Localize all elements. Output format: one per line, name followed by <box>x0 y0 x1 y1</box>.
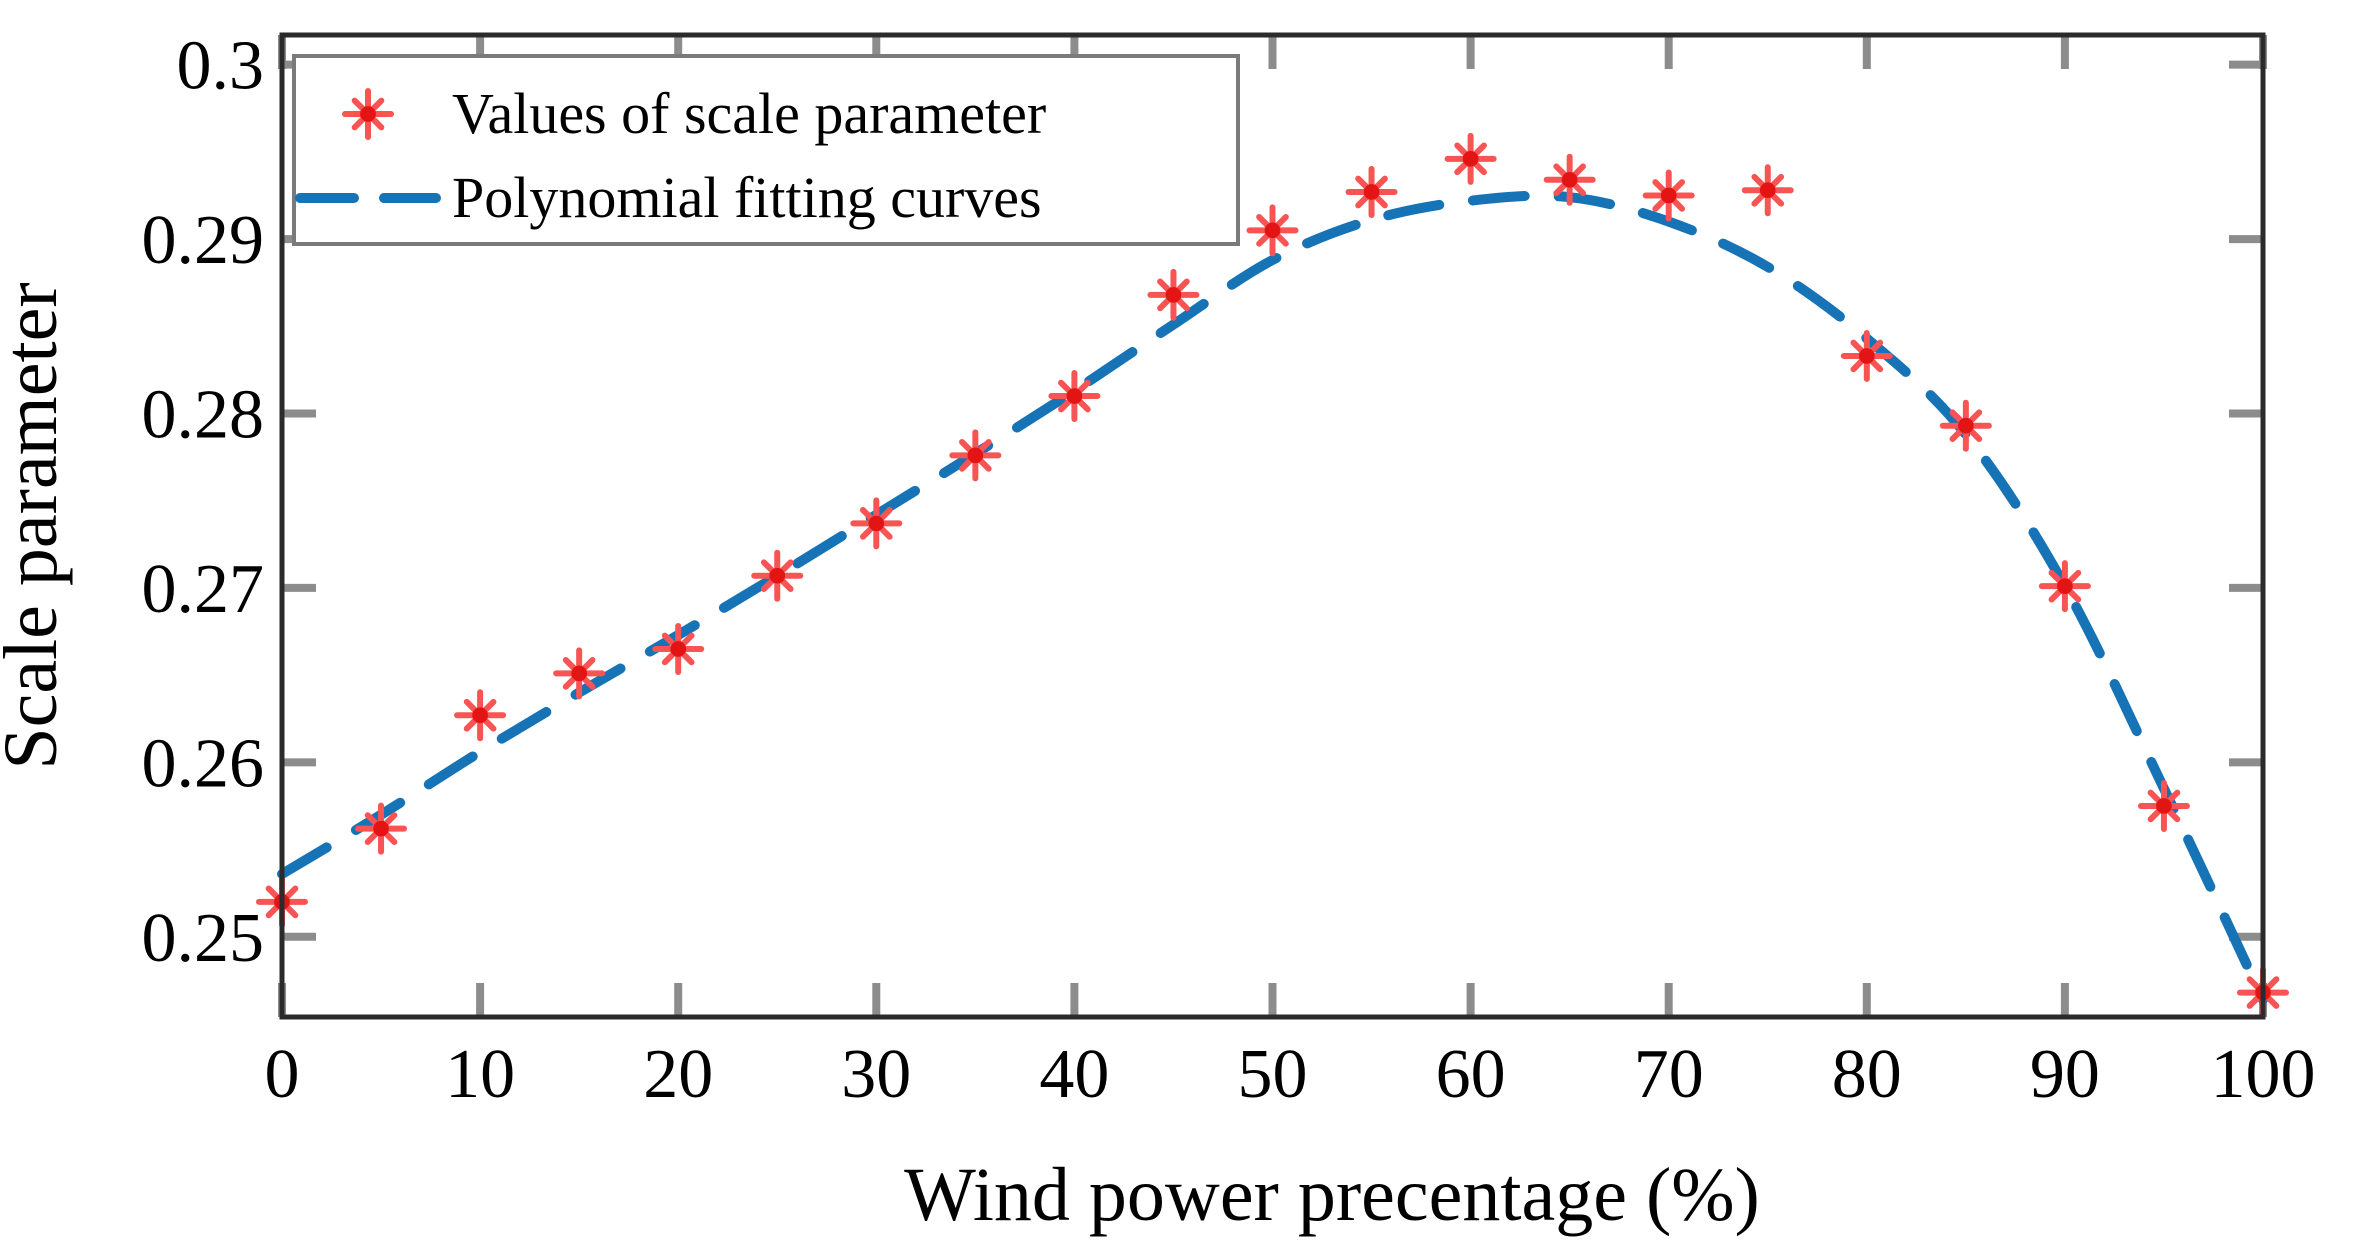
x-tick-label: 80 <box>1832 1036 1902 1113</box>
data-point-marker <box>1741 164 1794 217</box>
data-point-marker <box>454 689 507 742</box>
y-tick-label: 0.28 <box>142 376 265 453</box>
data-point-marker <box>355 802 408 855</box>
asterisk-core <box>1066 388 1083 404</box>
y-axis-label: Scale parameter <box>0 282 73 769</box>
legend-border <box>292 54 1240 246</box>
asterisk-core <box>769 567 786 584</box>
asterisk-marker-icon <box>342 88 394 140</box>
y-tick-label: 0.26 <box>142 725 265 802</box>
data-point-marker <box>553 647 606 700</box>
asterisk-core <box>571 665 587 682</box>
asterisk-core <box>373 820 389 837</box>
x-tick-label: 10 <box>445 1036 515 1113</box>
asterisk-core <box>1462 151 1479 167</box>
data-point-marker <box>2038 560 2091 613</box>
data-point-marker <box>1246 204 1299 257</box>
data-point-marker <box>1939 399 1992 452</box>
asterisk-core <box>472 707 488 724</box>
data-point-marker <box>850 497 903 550</box>
y-tick-label: 0.3 <box>177 28 265 105</box>
legend-box: Values of scale parameter Polynomial fit… <box>292 54 1240 246</box>
y-tick-label: 0.29 <box>142 202 265 279</box>
asterisk-core <box>868 515 885 532</box>
asterisk-core <box>2156 798 2172 814</box>
plot-frame <box>279 32 2266 1020</box>
data-point-marker <box>949 429 1002 482</box>
asterisk-core <box>1858 348 1875 364</box>
y-tick-label: 0.27 <box>142 551 265 628</box>
data-point-marker <box>1543 153 1596 206</box>
x-tick-label: 40 <box>1039 1036 1109 1113</box>
asterisk-core <box>360 106 376 122</box>
tick-labels: 0 10 20 30 40 50 60 70 80 90 100 0.25 0.26 0.27 0.28 0.… <box>142 28 2316 1113</box>
data-point-marker <box>652 622 705 675</box>
data-point-marker <box>342 88 394 140</box>
data-point-marker <box>1048 370 1101 423</box>
asterisk-core <box>2057 578 2073 594</box>
x-tick-label: 20 <box>643 1036 713 1113</box>
legend-entry-fit: Polynomial fitting curves <box>452 165 1042 230</box>
x-tick-label: 0 <box>265 1036 300 1113</box>
y-tick-label: 0.25 <box>142 900 265 977</box>
x-axis-label: Wind power precentage (%) <box>904 1153 1760 1237</box>
asterisk-core <box>1264 222 1281 239</box>
asterisk-core <box>1759 182 1776 199</box>
data-point-marker <box>1147 268 1200 321</box>
asterisk-core <box>1958 417 1974 434</box>
x-tick-label: 60 <box>1436 1036 1506 1113</box>
x-tick-label: 70 <box>1634 1036 1704 1113</box>
data-point-marker <box>1345 165 1398 218</box>
data-point-marker <box>2137 779 2190 832</box>
asterisk-core <box>967 447 984 464</box>
x-tick-label: 90 <box>2030 1036 2100 1113</box>
asterisk-core <box>1561 171 1578 188</box>
fit-curve <box>277 190 2268 1005</box>
asterisk-core <box>1363 184 1380 200</box>
data-point-marker <box>1444 132 1497 185</box>
x-tick-label: 50 <box>1238 1036 1308 1113</box>
data-point-marker <box>1840 329 1893 382</box>
asterisk-core <box>670 641 687 657</box>
series-layer <box>256 132 2289 1019</box>
data-point-marker <box>1642 169 1695 222</box>
legend-entry-scatter: Values of scale parameter <box>452 81 1046 146</box>
x-tick-label: 30 <box>841 1036 911 1113</box>
asterisk-core <box>1660 187 1677 204</box>
x-tick-label: 100 <box>2211 1036 2316 1113</box>
asterisk-core <box>1165 287 1182 303</box>
data-point-marker <box>751 549 804 602</box>
